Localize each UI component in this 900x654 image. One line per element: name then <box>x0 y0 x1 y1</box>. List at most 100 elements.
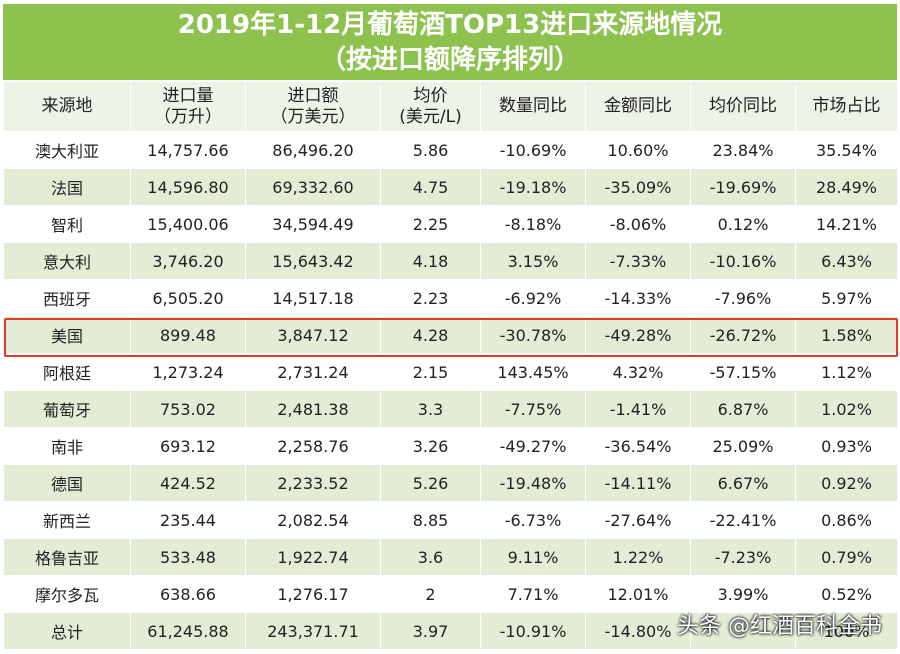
table-cell: 智利 <box>3 205 131 243</box>
table-cell: -10.91% <box>480 612 586 650</box>
table-cell: -30.78% <box>480 316 586 354</box>
table-row: 葡萄牙 753.02 2,481.38 3.3 -7.75% -1.41% 6.87% 1.0… <box>3 390 898 428</box>
table-cell: 3.15% <box>480 242 586 280</box>
table-cell: 0.12% <box>690 205 796 243</box>
table-cell: 8.85 <box>380 501 481 539</box>
table-cell: 总计 <box>3 612 131 650</box>
table-cell: 1,276.17 <box>245 575 381 613</box>
table-cell: 德国 <box>3 464 131 502</box>
table-cell: -14.80% <box>585 612 691 650</box>
table-cell: 新西兰 <box>3 501 131 539</box>
table-row: 德国 424.52 2,233.52 5.26 -19.48% -14.11% 6.67% 0… <box>3 464 898 502</box>
table-cell: 69,332.60 <box>245 168 381 206</box>
table-cell: 2 <box>380 575 481 613</box>
table-cell: -7.96% <box>690 279 796 317</box>
table-row: 意大利 3,746.20 15,643.42 4.18 3.15% -7.33% -10.1… <box>3 242 898 280</box>
table-cell: 南非 <box>3 427 131 465</box>
header-cell: 进口量 （万升） <box>130 81 246 132</box>
table-cell <box>690 612 796 650</box>
table-row: 格鲁吉亚 533.48 1,922.74 3.6 9.11% 1.22% -7.23% 0.7… <box>3 538 898 576</box>
table-cell: 34,594.49 <box>245 205 381 243</box>
table-row: 澳大利亚 14,757.66 86,496.20 5.86 -10.69% 10.60% 2… <box>3 131 898 169</box>
table-cell: 美国 <box>3 316 131 354</box>
table-cell: 3.97 <box>380 612 481 650</box>
header-cell: 来源地 <box>3 81 131 132</box>
table-cell: 1.22% <box>585 538 691 576</box>
table-cell: 1,273.24 <box>130 353 246 391</box>
table-cell: -19.48% <box>480 464 586 502</box>
header-row: 来源地 进口量 （万升） 进口额 （万美元） 均价 (美元/L) 数量同比 金额同比 均价同比 市场… <box>3 81 898 132</box>
table-cell: 0.86% <box>795 501 898 539</box>
table-cell: -19.18% <box>480 168 586 206</box>
table-cell: -10.16% <box>690 242 796 280</box>
header-cell: 数量同比 <box>480 81 586 132</box>
highlight-box <box>4 318 898 357</box>
table-cell: 6.43% <box>795 242 898 280</box>
table-cell: 1,922.74 <box>245 538 381 576</box>
table-cell: -27.64% <box>585 501 691 539</box>
table-cell: -35.09% <box>585 168 691 206</box>
table-cell: 2,481.38 <box>245 390 381 428</box>
table-cell: -6.92% <box>480 279 586 317</box>
header-cell: 均价同比 <box>690 81 796 132</box>
table-cell: 2,082.54 <box>245 501 381 539</box>
table-row: 摩尔多瓦 638.66 1,276.17 2 7.71% 12.01% 3.99% 0.52% <box>3 575 898 613</box>
watermark: 头条 @红酒百科全书 <box>677 614 882 639</box>
table-cell: 3,746.20 <box>130 242 246 280</box>
table-cell: -7.23% <box>690 538 796 576</box>
table-cell: 摩尔多瓦 <box>3 575 131 613</box>
table-cell: 638.66 <box>130 575 246 613</box>
table-row: 总计 61,245.88 243,371.71 3.97 -10.91% -14.80% 1… <box>3 612 898 650</box>
table-cell: 6,505.20 <box>130 279 246 317</box>
table-cell: -7.75% <box>480 390 586 428</box>
table-cell: 100% <box>795 612 898 650</box>
table-cell: 6.67% <box>690 464 796 502</box>
table-cell: 533.48 <box>130 538 246 576</box>
table-cell: -10.69% <box>480 131 586 169</box>
header-line: （万美元） <box>270 106 356 127</box>
table-cell: 1.02% <box>795 390 898 428</box>
header-line: 数量同比 <box>499 96 567 116</box>
table-cell: 23.84% <box>690 131 796 169</box>
table-cell: 1.12% <box>795 353 898 391</box>
table-cell: 格鲁吉亚 <box>3 538 131 576</box>
header-line: 进口额 <box>287 85 339 106</box>
table-cell: 4.75 <box>380 168 481 206</box>
table-cell: -22.41% <box>690 501 796 539</box>
title-band: 2019年1-12月葡萄酒TOP13进口来源地情况 （按进口额降序排列） <box>3 4 897 80</box>
header-line: (美元/L) <box>399 106 462 127</box>
subtitle: （按进口额降序排列） <box>319 45 580 75</box>
table-cell: -26.72% <box>690 316 796 354</box>
table-cell: 澳大利亚 <box>3 131 131 169</box>
table-cell: 法国 <box>3 168 131 206</box>
table-cell: 阿根廷 <box>3 353 131 391</box>
table-cell: 1.58% <box>795 316 898 354</box>
table-cell: 0.52% <box>795 575 898 613</box>
table-cell: 0.93% <box>795 427 898 465</box>
table-cell: 4.32% <box>585 353 691 391</box>
table-cell: 2.23 <box>380 279 481 317</box>
table-cell: -49.28% <box>585 316 691 354</box>
table-cell: 2,233.52 <box>245 464 381 502</box>
table-cell: 424.52 <box>130 464 246 502</box>
table-row: 南非 693.12 2,258.76 3.26 -49.27% -36.54% 25.09%… <box>3 427 898 465</box>
table-cell: 3.3 <box>380 390 481 428</box>
table-cell: 243,371.71 <box>245 612 381 650</box>
table-cell: 西班牙 <box>3 279 131 317</box>
table-cell: 3.6 <box>380 538 481 576</box>
table-cell: 9.11% <box>480 538 586 576</box>
table-cell: 12.01% <box>585 575 691 613</box>
header-line: 市场占比 <box>812 96 881 116</box>
header-cell: 金额同比 <box>585 81 691 132</box>
table-cell: 2,258.76 <box>245 427 381 465</box>
table-cell: 61,245.88 <box>130 612 246 650</box>
table: 来源地 进口量 （万升） 进口额 （万美元） 均价 (美元/L) 数量同比 金额同比 均价同比 市场… <box>3 81 898 650</box>
table-cell: 3.26 <box>380 427 481 465</box>
table-cell: -8.06% <box>585 205 691 243</box>
header-cell: 市场占比 <box>795 81 898 132</box>
table-cell: 753.02 <box>130 390 246 428</box>
header-cell: 进口额 （万美元） <box>245 81 381 132</box>
table-row: 美国 899.48 3,847.12 4.28 -30.78% -49.28% -26.72… <box>3 316 898 354</box>
table-cell: 0.92% <box>795 464 898 502</box>
table-cell: 5.26 <box>380 464 481 502</box>
